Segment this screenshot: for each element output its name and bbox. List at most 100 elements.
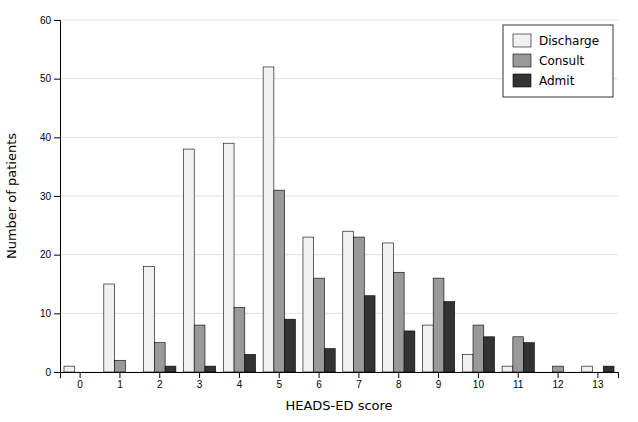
bar [462, 354, 473, 372]
bar [383, 243, 394, 372]
legend-swatch [513, 54, 531, 67]
bar [274, 190, 285, 372]
bar [144, 266, 155, 372]
tick-mark [199, 372, 200, 378]
tick-mark [54, 255, 60, 256]
tick-label: 5 [276, 379, 282, 390]
tick-label: 13 [592, 379, 604, 390]
tick-label: 3 [197, 379, 203, 390]
tick-label: 11 [513, 379, 524, 390]
bar [542, 372, 553, 373]
tick: 40 [40, 132, 60, 143]
tick: 4 [237, 372, 243, 390]
tick-label: 20 [40, 249, 52, 260]
bar [422, 325, 433, 372]
tick: 6 [316, 372, 322, 390]
bar [75, 372, 86, 373]
y-axis: 0102030405060 [40, 15, 61, 378]
bar [484, 337, 495, 372]
tick-label: 12 [552, 379, 564, 390]
tick-mark [239, 372, 240, 378]
legend-item: Admit [513, 74, 575, 88]
tick: 8 [396, 372, 402, 390]
bar [393, 272, 404, 372]
tick: 12 [552, 372, 564, 390]
tick-label: 1 [117, 379, 123, 390]
tick-mark [438, 372, 439, 378]
tick: 10 [40, 308, 60, 319]
tick-mark [358, 372, 359, 378]
bar [245, 354, 256, 372]
tick-label: 10 [40, 308, 52, 319]
tick: 10 [473, 372, 485, 390]
tick-mark [398, 372, 399, 378]
grid-line [60, 254, 618, 255]
legend-label: Discharge [539, 34, 599, 48]
bar [343, 231, 354, 372]
chart: 0123456789101112130102030405060Discharge… [0, 0, 638, 422]
tick: 7 [356, 372, 362, 390]
bar [524, 343, 535, 372]
legend-label: Consult [539, 54, 585, 68]
tick: 1 [117, 372, 123, 390]
tick: 2 [157, 372, 163, 390]
grid [60, 20, 618, 372]
tick: 30 [40, 191, 60, 202]
tick: 13 [592, 372, 604, 390]
bar [513, 337, 524, 372]
tick-mark [119, 372, 120, 378]
bar [303, 237, 314, 372]
tick-label: 9 [436, 379, 442, 390]
tick: 3 [197, 372, 203, 390]
axis-line [61, 373, 619, 379]
axis-line [54, 21, 61, 373]
tick-label: 60 [40, 15, 52, 26]
tick-mark [558, 372, 559, 378]
bar [125, 372, 136, 373]
bar [473, 325, 484, 372]
tick-label: 50 [40, 73, 52, 84]
grid-line [60, 196, 618, 197]
bar [183, 149, 194, 372]
bar [263, 67, 274, 372]
tick-label: 4 [237, 379, 243, 390]
bar [444, 302, 455, 372]
bar-series [64, 67, 593, 372]
tick-label: 6 [316, 379, 322, 390]
bar [593, 372, 604, 373]
bar [563, 372, 574, 373]
y-axis-title: Number of patients [4, 133, 19, 259]
bar [364, 296, 375, 372]
bar [115, 360, 126, 372]
tick-mark [54, 372, 60, 373]
bar [502, 366, 513, 372]
tick-label: 8 [396, 379, 402, 390]
legend-label: Admit [539, 74, 575, 88]
tick: 9 [436, 372, 442, 390]
tick-label: 40 [40, 132, 52, 143]
grid-line [60, 137, 618, 138]
tick-mark [319, 372, 320, 378]
tick: 11 [513, 372, 524, 390]
tick-mark [478, 372, 479, 378]
tick: 50 [40, 73, 60, 84]
bar [64, 366, 75, 372]
bar [433, 278, 444, 372]
tick: 60 [40, 15, 60, 26]
bar [314, 278, 325, 372]
bar [104, 284, 115, 372]
tick-label: 7 [356, 379, 362, 390]
tick-mark [518, 372, 519, 378]
legend-item: Discharge [513, 34, 599, 48]
tick: 0 [77, 372, 83, 390]
tick-label: 2 [157, 379, 163, 390]
tick: 20 [40, 249, 60, 260]
bars [64, 67, 614, 372]
tick: 5 [276, 372, 282, 390]
legend: Discharge Consult Admit [503, 25, 613, 97]
tick-mark [597, 372, 598, 378]
bar [194, 325, 205, 372]
bar [553, 366, 564, 372]
bar [324, 349, 335, 372]
tick-mark [54, 79, 60, 80]
